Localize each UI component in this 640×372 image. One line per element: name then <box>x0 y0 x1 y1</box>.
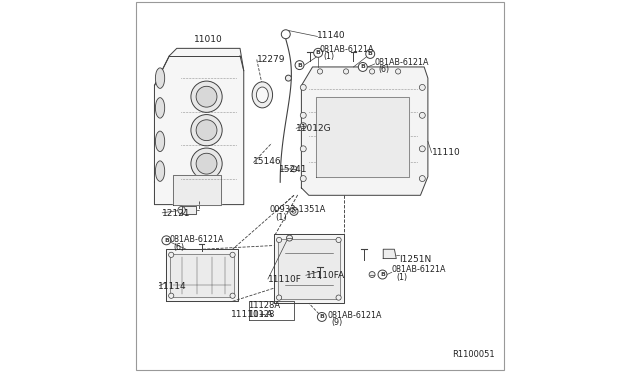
Circle shape <box>276 237 282 243</box>
Circle shape <box>369 272 375 278</box>
Circle shape <box>230 293 235 298</box>
Circle shape <box>419 84 425 90</box>
Text: 11110FA: 11110FA <box>306 271 345 280</box>
Circle shape <box>168 252 174 257</box>
Text: I1251N: I1251N <box>399 255 431 264</box>
Circle shape <box>317 69 323 74</box>
Circle shape <box>196 86 217 107</box>
Text: (6): (6) <box>379 65 390 74</box>
Polygon shape <box>154 48 244 205</box>
Circle shape <box>300 176 306 182</box>
Text: (6): (6) <box>173 243 184 252</box>
Circle shape <box>276 295 282 300</box>
Circle shape <box>300 146 306 152</box>
Text: 11110F: 11110F <box>268 275 302 283</box>
Polygon shape <box>273 234 344 303</box>
Text: 11128: 11128 <box>248 310 275 319</box>
Circle shape <box>196 153 217 174</box>
Text: 11128A: 11128A <box>248 301 281 310</box>
Circle shape <box>285 75 291 81</box>
Text: B: B <box>297 62 302 68</box>
Circle shape <box>162 236 171 245</box>
Circle shape <box>230 252 235 257</box>
Text: 081AB-6121A: 081AB-6121A <box>319 45 374 54</box>
Text: B: B <box>164 238 169 243</box>
Text: (1): (1) <box>275 214 287 222</box>
Circle shape <box>314 48 323 57</box>
Text: 11110+A: 11110+A <box>231 310 273 319</box>
Text: 00933-1351A: 00933-1351A <box>270 205 326 214</box>
Circle shape <box>365 49 374 58</box>
Ellipse shape <box>156 131 164 152</box>
Text: 081AB-6121A: 081AB-6121A <box>374 58 429 67</box>
Polygon shape <box>278 239 340 299</box>
Ellipse shape <box>257 87 268 103</box>
Circle shape <box>419 176 425 182</box>
Text: 11110: 11110 <box>431 148 460 157</box>
Circle shape <box>358 62 367 71</box>
Text: 081AB-6121A: 081AB-6121A <box>392 265 446 274</box>
Circle shape <box>344 69 349 74</box>
Text: 12279: 12279 <box>257 55 285 64</box>
Circle shape <box>295 61 304 70</box>
Text: B: B <box>380 272 385 277</box>
Text: B: B <box>368 51 372 57</box>
Circle shape <box>178 206 186 214</box>
Polygon shape <box>173 175 221 205</box>
Circle shape <box>336 237 341 243</box>
Text: B: B <box>316 50 321 55</box>
Ellipse shape <box>156 68 164 89</box>
Ellipse shape <box>290 207 298 215</box>
Text: 11012G: 11012G <box>296 124 332 133</box>
Polygon shape <box>166 249 238 301</box>
Text: 081AB-6121A: 081AB-6121A <box>328 311 382 320</box>
Text: 081AB-6121A: 081AB-6121A <box>170 235 224 244</box>
Ellipse shape <box>252 82 273 108</box>
Polygon shape <box>301 67 428 195</box>
Circle shape <box>291 166 297 172</box>
Text: 11010: 11010 <box>195 35 223 44</box>
Polygon shape <box>316 97 410 177</box>
Circle shape <box>191 148 222 179</box>
Circle shape <box>419 112 425 118</box>
Circle shape <box>369 69 374 74</box>
Text: 15146: 15146 <box>253 157 282 166</box>
Ellipse shape <box>156 161 164 181</box>
Text: 12121: 12121 <box>162 209 191 218</box>
Text: (1): (1) <box>396 273 407 282</box>
Text: R1100051: R1100051 <box>452 350 495 359</box>
Polygon shape <box>170 254 234 297</box>
Circle shape <box>168 293 174 298</box>
Text: B: B <box>360 64 365 70</box>
Circle shape <box>191 81 222 112</box>
Circle shape <box>282 30 291 39</box>
Circle shape <box>191 115 222 146</box>
Circle shape <box>378 270 387 279</box>
Circle shape <box>300 123 306 129</box>
Polygon shape <box>383 249 396 259</box>
Text: (1): (1) <box>323 52 335 61</box>
Circle shape <box>396 69 401 74</box>
Ellipse shape <box>156 97 164 118</box>
Circle shape <box>317 312 326 321</box>
Ellipse shape <box>292 209 296 213</box>
Text: 15241: 15241 <box>279 165 308 174</box>
Text: B: B <box>319 314 324 320</box>
Text: 11140: 11140 <box>317 31 346 40</box>
Circle shape <box>419 146 425 152</box>
Circle shape <box>287 235 292 241</box>
Circle shape <box>300 84 306 90</box>
Circle shape <box>336 295 341 300</box>
Text: 11114: 11114 <box>158 282 187 291</box>
Polygon shape <box>182 206 196 214</box>
Circle shape <box>196 120 217 141</box>
Text: (9): (9) <box>332 318 343 327</box>
Circle shape <box>300 112 306 118</box>
